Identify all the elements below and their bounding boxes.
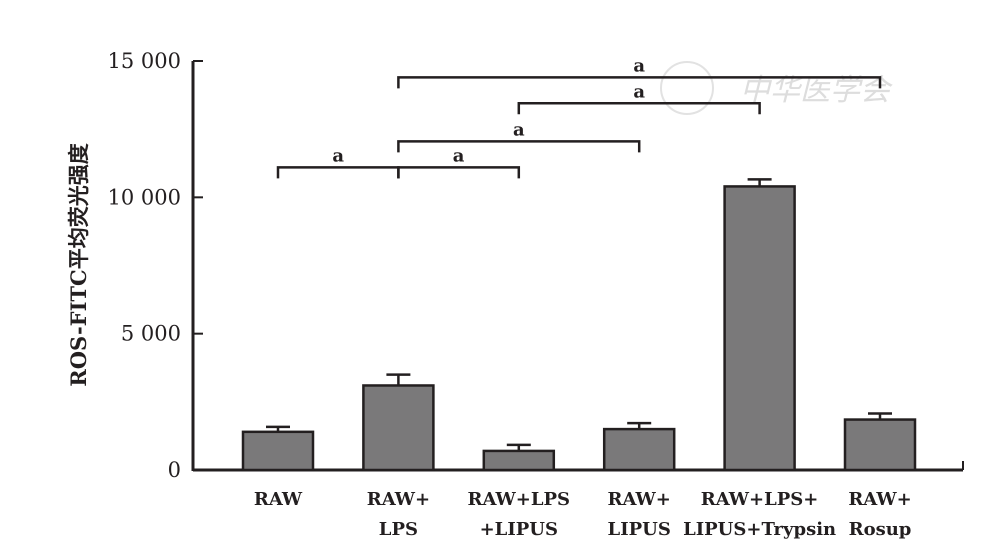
significance-label: a <box>453 145 465 166</box>
y-axis-label: ROS-FITC平均荧光强度 <box>66 143 91 386</box>
bar <box>362 384 435 472</box>
x-tick-label: LIPUS+Trypsin <box>683 519 836 540</box>
bar <box>723 185 796 472</box>
watermark-seal-icon <box>660 61 714 115</box>
bar <box>241 430 315 472</box>
x-tick-label: +LIPUS <box>480 519 558 540</box>
bar <box>602 427 676 472</box>
significance-bracket <box>397 76 882 89</box>
x-tick-label: RAW+LPS+ <box>701 489 819 510</box>
significance-bracket <box>276 166 400 179</box>
significance-label: a <box>633 55 645 76</box>
y-tick-label: 10 000 <box>108 185 181 209</box>
significance-label: a <box>332 145 344 166</box>
watermark: 中华医学会 <box>660 61 893 115</box>
y-tick-label: 0 <box>168 458 181 482</box>
y-tick-label: 5 000 <box>121 322 181 346</box>
bar <box>843 418 917 472</box>
significance-label: a <box>633 81 645 102</box>
significance-label: a <box>513 119 525 140</box>
y-tick-label: 15 000 <box>108 49 181 73</box>
significance-bracket <box>397 140 641 153</box>
watermark-text: 中华医学会 <box>740 73 893 108</box>
bar <box>482 449 556 472</box>
x-tick-label: RAW+ <box>848 489 911 510</box>
x-tick-label: RAW+ <box>608 489 671 510</box>
x-tick-label: LPS <box>379 519 418 540</box>
significance-bracket <box>397 166 521 179</box>
x-tick-label: RAW+ <box>367 489 430 510</box>
x-tick-label: RAW <box>254 489 303 510</box>
x-tick-label: RAW+LPS <box>468 489 571 510</box>
x-tick-label: LIPUS <box>608 519 671 540</box>
significance-bracket <box>517 102 761 115</box>
x-tick-label: Rosup <box>849 519 912 540</box>
